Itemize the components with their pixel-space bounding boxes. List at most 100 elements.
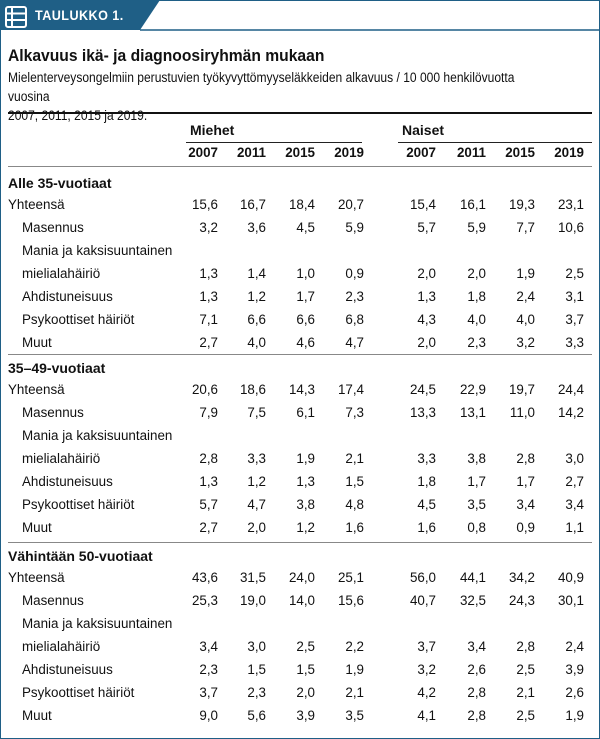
cell-women-2011: 2,6: [467, 662, 486, 677]
cell-women-2015: 7,7: [516, 220, 535, 235]
cell-women-2015: 11,0: [509, 405, 535, 420]
cell-women-2011: 2,0: [467, 266, 486, 281]
cell-men-2015: 1,0: [296, 266, 315, 281]
cell-women-2007: 2,0: [417, 335, 436, 350]
cell-men-2011: 6,6: [247, 312, 266, 327]
cell-men-2019: 17,4: [337, 382, 364, 397]
cell-men-2007: 2,7: [199, 335, 218, 350]
cell-men-2007: 25,3: [191, 593, 218, 608]
cell-women-2019: 40,9: [557, 570, 584, 585]
table-rule: [8, 112, 592, 114]
row-label-line1: Mania ja kaksisuuntainen: [22, 243, 173, 258]
cell-men-2019: 1,6: [345, 520, 364, 535]
cell-women-2011: 3,8: [467, 451, 486, 466]
cell-men-2007: 1,3: [199, 266, 218, 281]
cell-women-2015: 3,4: [516, 497, 535, 512]
cell-women-2019: 23,1: [557, 197, 584, 212]
cell-men-2011: 5,6: [247, 708, 266, 723]
row-label: Yhteensä: [8, 570, 65, 585]
cell-women-2019: 30,1: [557, 593, 584, 608]
cell-men-2011: 4,0: [247, 335, 266, 350]
row-label: Psykoottiset häiriöt: [22, 312, 135, 327]
cell-women-2011: 1,7: [467, 474, 486, 489]
cell-women-2015: 2,8: [516, 451, 535, 466]
row-label: mielialahäiriö: [22, 451, 101, 466]
row-label: Muut: [22, 520, 52, 535]
cell-men-2015: 6,6: [296, 312, 315, 327]
table-rule: [8, 166, 592, 167]
cell-women-2007: 3,7: [417, 639, 436, 654]
cell-women-2019: 3,1: [565, 289, 584, 304]
table-rule: [398, 142, 592, 143]
cell-women-2011: 2,3: [467, 335, 486, 350]
cell-women-2015: 2,4: [516, 289, 535, 304]
cell-men-2015: 18,4: [288, 197, 315, 212]
cell-women-2019: 10,6: [557, 220, 584, 235]
cell-men-2007: 7,1: [199, 312, 218, 327]
cell-women-2011: 13,1: [459, 405, 486, 420]
cell-men-2015: 24,0: [288, 570, 315, 585]
row-label: Yhteensä: [8, 382, 65, 397]
cell-men-2011: 3,6: [247, 220, 266, 235]
cell-men-2015: 2,5: [296, 639, 315, 654]
table-title: Alkavuus ikä- ja diagnoosiryhmän mukaan: [8, 46, 325, 65]
cell-men-2015: 1,9: [296, 451, 315, 466]
cell-women-2015: 4,0: [516, 312, 535, 327]
cell-women-2007: 3,3: [417, 451, 436, 466]
row-label: Masennus: [22, 405, 84, 420]
row-label: Muut: [22, 708, 52, 723]
age-group-heading: 35–49-vuotiaat: [8, 360, 106, 376]
cell-women-2015: 34,2: [508, 570, 535, 585]
header-banner: [0, 0, 600, 31]
cell-women-2007: 1,8: [417, 474, 436, 489]
cell-women-2011: 5,9: [467, 220, 486, 235]
cell-men-2011: 18,6: [239, 382, 266, 397]
cell-men-2011: 2,3: [247, 685, 266, 700]
cell-men-2019: 2,3: [345, 289, 364, 304]
cell-women-2015: 1,9: [516, 266, 535, 281]
cell-women-2019: 2,6: [565, 685, 584, 700]
cell-women-2019: 2,7: [565, 474, 584, 489]
row-label-line1: Mania ja kaksisuuntainen: [22, 428, 173, 443]
cell-women-2011: 3,4: [467, 639, 486, 654]
year-header-men-2015: 2015: [285, 145, 315, 160]
cell-men-2019: 25,1: [337, 570, 364, 585]
cell-women-2007: 24,5: [409, 382, 436, 397]
year-header-men-2011: 2011: [236, 145, 266, 160]
row-label: Ahdistuneisuus: [22, 289, 113, 304]
cell-men-2011: 1,4: [247, 266, 266, 281]
row-label: mielialahäiriö: [22, 266, 101, 281]
cell-men-2011: 7,5: [247, 405, 266, 420]
row-label: Ahdistuneisuus: [22, 474, 113, 489]
year-header-men-2007: 2007: [188, 145, 218, 160]
cell-women-2011: 44,1: [459, 570, 486, 585]
cell-men-2019: 4,7: [345, 335, 364, 350]
cell-men-2011: 1,2: [247, 474, 266, 489]
cell-men-2019: 2,1: [345, 451, 364, 466]
cell-men-2007: 3,4: [199, 639, 218, 654]
cell-women-2019: 2,4: [565, 639, 584, 654]
cell-men-2011: 2,0: [247, 520, 266, 535]
cell-men-2019: 20,7: [337, 197, 364, 212]
row-label: Masennus: [22, 593, 84, 608]
row-label: Psykoottiset häiriöt: [22, 497, 135, 512]
cell-women-2019: 14,2: [557, 405, 584, 420]
year-header-women-2011: 2011: [456, 145, 486, 160]
cell-men-2019: 2,1: [345, 685, 364, 700]
cell-women-2007: 3,2: [417, 662, 436, 677]
row-label: Ahdistuneisuus: [22, 662, 113, 677]
cell-men-2011: 19,0: [239, 593, 266, 608]
cell-men-2015: 3,9: [296, 708, 315, 723]
cell-men-2015: 1,7: [296, 289, 315, 304]
row-label: Muut: [22, 335, 52, 350]
cell-women-2015: 2,5: [516, 708, 535, 723]
cell-women-2007: 56,0: [409, 570, 436, 585]
cell-men-2015: 4,5: [296, 220, 315, 235]
cell-women-2007: 2,0: [417, 266, 436, 281]
cell-men-2015: 1,5: [296, 662, 315, 677]
table-header: TAULUKKO 1.: [0, 0, 600, 34]
table-rule: [8, 542, 592, 543]
cell-men-2019: 3,5: [345, 708, 364, 723]
cell-men-2015: 2,0: [296, 685, 315, 700]
cell-men-2015: 4,6: [296, 335, 315, 350]
